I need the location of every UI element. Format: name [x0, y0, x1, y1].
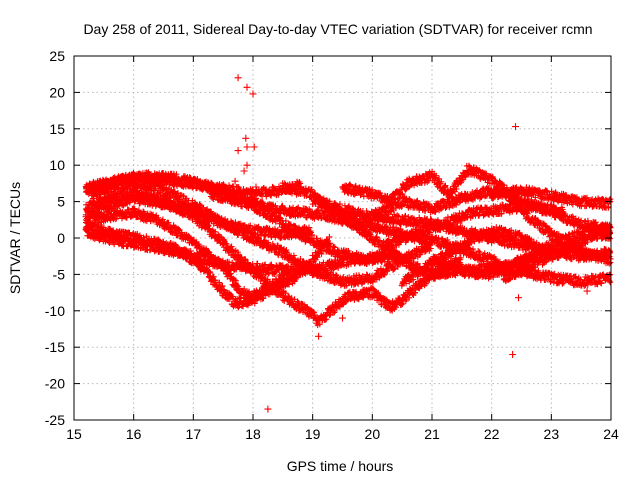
data-point [84, 189, 91, 196]
data-layer [82, 74, 614, 413]
data-point [190, 182, 197, 189]
data-point [331, 244, 338, 251]
data-point [283, 249, 290, 256]
data-point [282, 217, 289, 224]
data-point [290, 252, 297, 259]
chart-title: Day 258 of 2011, Sidereal Day-to-day VTE… [83, 21, 592, 37]
data-point [180, 176, 186, 183]
data-point [158, 182, 165, 189]
data-point [287, 221, 294, 228]
data-point [143, 178, 150, 185]
data-point [265, 239, 272, 246]
data-point [208, 180, 215, 187]
data-point [173, 171, 180, 178]
data-point [160, 170, 167, 176]
data-point [137, 177, 144, 184]
